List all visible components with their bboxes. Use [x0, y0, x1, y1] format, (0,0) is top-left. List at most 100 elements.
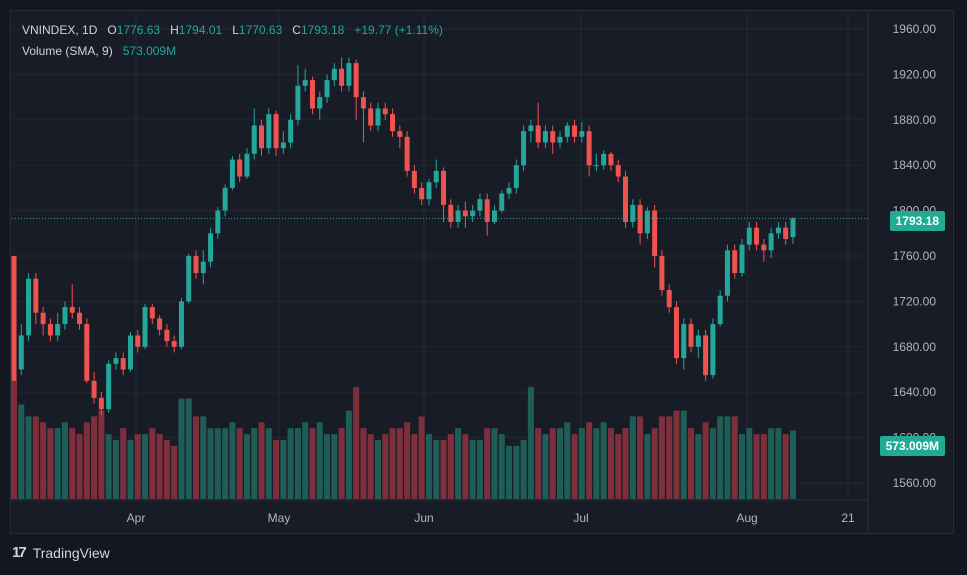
candle-body: [368, 108, 374, 126]
price-axis[interactable]: 1560.001600.001640.001680.001720.001760.…: [893, 22, 937, 490]
tradingview-branding[interactable]: 17 TradingView: [12, 544, 110, 561]
candle-body: [353, 63, 359, 98]
volume-bar: [578, 428, 585, 499]
volume-bar: [491, 428, 498, 499]
candle-body: [259, 125, 265, 149]
volume-bar: [331, 434, 338, 499]
volume-bar: [709, 428, 716, 499]
candle-body: [513, 165, 519, 188]
candle-body: [98, 397, 104, 410]
candle-body: [623, 176, 629, 222]
candle-body: [142, 307, 148, 347]
candle-body: [455, 210, 461, 222]
candle-body: [193, 256, 199, 274]
volume-bars: [11, 381, 796, 499]
time-axis-label: Apr: [127, 511, 146, 525]
candle-body: [659, 256, 665, 291]
tradingview-logo-icon: 17: [12, 544, 27, 561]
price-axis-label: 1960.00: [893, 22, 937, 36]
close-label: C: [292, 23, 301, 37]
candle-body: [521, 131, 527, 166]
candle-body: [703, 335, 709, 376]
volume-bar: [251, 428, 258, 499]
candles: [11, 57, 796, 415]
candle-body: [26, 278, 32, 336]
volume-bar: [775, 428, 782, 499]
time-axis-label: Jul: [573, 511, 588, 525]
volume-bar: [455, 428, 462, 499]
candle-body: [673, 307, 679, 359]
volume-bar: [564, 422, 571, 499]
candle-body: [222, 187, 228, 211]
candle-body: [579, 131, 585, 137]
volume-bar: [549, 428, 556, 499]
volume-bar: [76, 434, 83, 499]
volume-bar: [425, 434, 432, 499]
candle-body: [339, 68, 345, 86]
candle-body: [84, 324, 90, 381]
candle-body: [462, 210, 468, 217]
volume-bar: [484, 428, 491, 499]
candle-body: [419, 187, 425, 200]
candle-body: [397, 131, 403, 137]
volume-bar: [236, 428, 243, 499]
candle-body: [499, 193, 505, 211]
candle-body: [564, 125, 570, 137]
candle-body: [69, 307, 75, 313]
candle-body: [666, 290, 672, 308]
interval-label[interactable]: 1D: [82, 23, 98, 37]
volume-bar: [739, 434, 745, 499]
candle-body: [273, 114, 279, 149]
volume-bar: [178, 398, 185, 499]
candle-body: [127, 335, 133, 370]
low-label: L: [232, 23, 239, 37]
candle-body: [186, 256, 192, 302]
volume-bar: [782, 434, 789, 499]
volume-bar: [345, 410, 352, 499]
candle-body: [47, 324, 53, 336]
volume-bar: [163, 440, 170, 499]
volume-bar: [717, 416, 724, 499]
volume-bar: [746, 428, 753, 499]
volume-bar: [542, 434, 549, 499]
volume-bar: [258, 422, 265, 499]
volume-bar: [222, 428, 229, 499]
volume-bar: [54, 428, 61, 499]
volume-bar: [586, 422, 593, 499]
volume-bar: [462, 434, 469, 499]
volume-bar: [622, 428, 629, 499]
price-axis-label: 1720.00: [893, 294, 937, 308]
volume-bar: [520, 440, 527, 499]
volume-bar: [134, 434, 141, 499]
candle-body: [62, 307, 68, 325]
volume-bar: [527, 386, 534, 499]
candle-body: [601, 153, 607, 166]
candle-body: [491, 210, 497, 222]
candle-body: [229, 159, 235, 188]
volume-bar: [607, 428, 614, 499]
candle-body: [208, 233, 214, 262]
volume-bar: [280, 440, 287, 499]
price-axis-label: 1560.00: [893, 476, 937, 490]
volume-bar: [404, 422, 411, 499]
symbol-label[interactable]: VNINDEX: [22, 23, 76, 37]
candle-body: [324, 80, 330, 98]
change-value: +19.77 (+1.11%): [354, 23, 443, 37]
candle-body: [266, 114, 272, 149]
candle-body: [200, 261, 206, 274]
volume-bar: [302, 422, 309, 499]
last-price-tag: 1793.18: [889, 211, 945, 231]
time-axis[interactable]: Apr May Jun Jul Aug 21: [127, 511, 855, 525]
candle-body: [360, 97, 366, 109]
volume-bar: [367, 434, 374, 499]
volume-bar: [375, 440, 381, 499]
candle-body: [346, 63, 352, 86]
candle-body: [302, 80, 308, 86]
volume-label[interactable]: Volume (SMA, 9): [22, 44, 113, 58]
volume-bar: [418, 416, 425, 499]
candle-body: [295, 85, 301, 120]
volume-bar: [360, 428, 367, 499]
volume-bar: [673, 410, 680, 499]
volume-bar: [25, 416, 32, 499]
